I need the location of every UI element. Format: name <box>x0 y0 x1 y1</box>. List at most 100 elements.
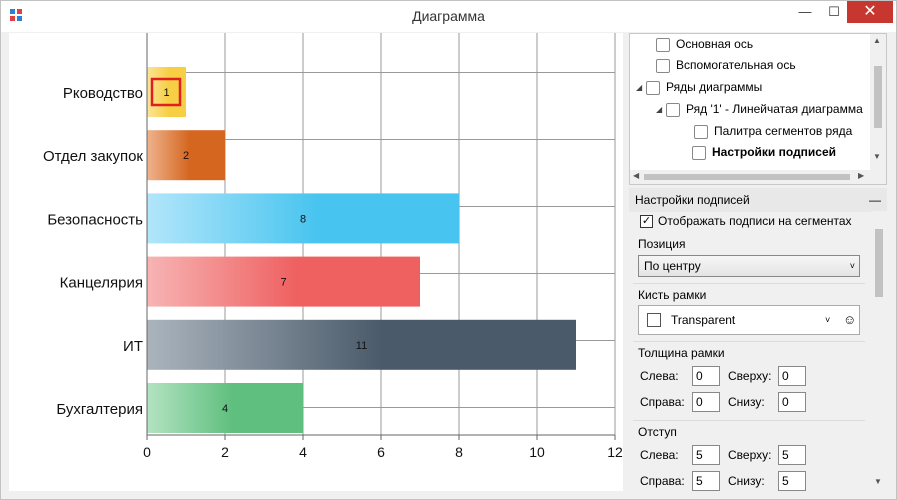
thickness-right-input[interactable]: 0 <box>692 392 720 412</box>
maximize-button[interactable]: ☐ <box>828 4 840 19</box>
padding-top-input[interactable]: 5 <box>778 445 806 465</box>
palette-icon <box>694 124 708 139</box>
tree-item[interactable]: Настройки подписей <box>692 142 836 162</box>
chart-element-tree[interactable]: Основная ось Вспомогательная ось ◢ Ряды диа… <box>629 33 887 185</box>
thickness-right-label: Справа: <box>640 395 685 409</box>
label-settings-panel: Настройки подписей — ✓ Отображать подпис… <box>629 187 887 491</box>
x-tick-label: 8 <box>455 444 463 460</box>
padding-bottom-input[interactable]: 5 <box>778 471 806 491</box>
data-label-4[interactable]: 11 <box>356 340 367 352</box>
category-label-0: Рководство <box>63 85 143 102</box>
padding-right-label: Справа: <box>640 474 685 488</box>
tree-item[interactable]: ◢ Ряды диаграммы <box>636 77 762 97</box>
show-labels-label: Отображать подписи на сегментах <box>658 214 852 228</box>
chart-area[interactable]: 1 Рководство 2 Отдел закупок 8 Безопасность 7 К… <box>9 33 623 491</box>
padding-right-input[interactable]: 5 <box>692 471 720 491</box>
labels-icon <box>692 145 706 160</box>
close-button[interactable]: ✕ <box>847 1 893 23</box>
category-label-5: Бухгалтерия <box>56 401 143 418</box>
scroll-down-icon[interactable]: ▼ <box>874 477 882 486</box>
expand-arrow-icon[interactable]: ◢ <box>656 104 663 114</box>
tree-hscroll-thumb[interactable] <box>644 174 850 180</box>
chevron-down-icon: ˅ <box>849 261 855 271</box>
scroll-right-icon[interactable]: ▶ <box>858 171 865 180</box>
thickness-bottom-input[interactable]: 0 <box>778 392 806 412</box>
separator <box>633 341 865 342</box>
category-label-3: Канцелярия <box>60 275 143 292</box>
x-tick-label: 4 <box>299 444 307 460</box>
position-value: По центру <box>644 259 701 273</box>
border-brush-picker[interactable]: Transparent ˅ ☺ <box>638 305 860 335</box>
category-label-4: ИТ <box>123 338 143 355</box>
minimize-button[interactable]: — <box>798 4 812 19</box>
tree-scroll-thumb[interactable] <box>874 66 882 128</box>
tree-item[interactable]: Основная ось <box>656 34 753 54</box>
bar-3[interactable] <box>147 256 420 307</box>
x-tick-label: 10 <box>529 444 545 460</box>
tree-item-label: Ряд '1' - Линейчатая диаграмма <box>686 102 863 116</box>
bar-chart[interactable]: 1 Рководство 2 Отдел закупок 8 Безопасность 7 К… <box>9 33 623 491</box>
padding-bottom-label: Снизу: <box>728 474 765 488</box>
tree-item-label: Вспомогательная ось <box>676 58 796 72</box>
data-label-1[interactable]: 2 <box>183 150 189 162</box>
thickness-left-input[interactable]: 0 <box>692 366 720 386</box>
category-label-1: Отдел закупок <box>43 148 143 165</box>
x-tick-label: 2 <box>221 444 229 460</box>
collapse-icon[interactable]: — <box>869 193 881 207</box>
bar-1[interactable] <box>147 130 225 181</box>
position-label: Позиция <box>638 237 686 251</box>
thickness-bottom-label: Снизу: <box>728 395 765 409</box>
border-brush-label: Кисть рамки <box>638 288 707 302</box>
scroll-up-icon[interactable]: ▲ <box>873 36 881 45</box>
tree-item[interactable]: ◢ Ряд '1' - Линейчатая диаграмма <box>656 99 863 119</box>
props-vertical-scrollbar[interactable]: ▼ <box>871 211 887 491</box>
app-icon <box>10 9 24 23</box>
series-collection-icon <box>646 80 660 95</box>
tree-item-label: Палитра сегментов ряда <box>714 124 853 138</box>
scroll-down-icon[interactable]: ▼ <box>873 152 881 161</box>
axis-icon <box>656 37 670 52</box>
padding-left-input[interactable]: 5 <box>692 445 720 465</box>
tree-item-label: Основная ось <box>676 37 754 51</box>
tree-vertical-scrollbar[interactable]: ▲ ▼ <box>870 34 886 170</box>
x-tick-label: 6 <box>377 444 385 460</box>
category-label-2: Безопасность <box>47 211 143 228</box>
chevron-down-icon[interactable]: ˅ <box>825 315 831 325</box>
thickness-top-input[interactable]: 0 <box>778 366 806 386</box>
separator <box>633 420 865 421</box>
secondary-axis-icon <box>656 58 670 73</box>
section-title: Настройки подписей <box>635 193 750 207</box>
x-tick-label: 12 <box>607 444 623 460</box>
border-thickness-label: Толщина рамки <box>638 346 725 360</box>
data-label-3[interactable]: 7 <box>280 277 286 289</box>
section-header[interactable]: Настройки подписей — <box>629 188 887 212</box>
bar-5[interactable] <box>147 383 303 433</box>
thickness-top-label: Сверху: <box>728 369 772 383</box>
separator <box>633 283 865 284</box>
data-label-2[interactable]: 8 <box>300 213 306 225</box>
props-scroll-thumb[interactable] <box>875 229 883 297</box>
padding-label: Отступ <box>638 425 677 439</box>
palette-picker-icon[interactable]: ☺ <box>843 312 857 327</box>
tree-item[interactable]: Вспомогательная ось <box>656 55 796 75</box>
show-labels-checkbox[interactable]: ✓ <box>640 215 653 228</box>
padding-left-label: Слева: <box>640 448 679 462</box>
color-swatch <box>647 313 661 327</box>
position-dropdown[interactable]: По центру ˅ <box>638 255 860 277</box>
x-tick-label: 0 <box>143 444 151 460</box>
expand-arrow-icon[interactable]: ◢ <box>636 82 643 92</box>
tree-item[interactable]: Палитра сегментов ряда <box>694 121 852 141</box>
data-label-0[interactable]: 1 <box>163 87 169 99</box>
tree-item-label: Настройки подписей <box>712 145 837 159</box>
thickness-left-label: Слева: <box>640 369 679 383</box>
bar-4[interactable] <box>147 319 576 370</box>
scroll-left-icon[interactable]: ◀ <box>633 171 640 180</box>
tree-horizontal-scrollbar[interactable]: ◀ ▶ <box>630 170 886 184</box>
padding-top-label: Сверху: <box>728 448 772 462</box>
tree-item-label: Ряды диаграммы <box>666 80 763 94</box>
bar-2[interactable] <box>147 193 459 244</box>
data-label-5[interactable]: 4 <box>222 403 228 415</box>
selected-label-frame[interactable] <box>150 77 182 107</box>
title-bar[interactable]: Диаграмма — ☐ ✕ <box>1 1 896 32</box>
